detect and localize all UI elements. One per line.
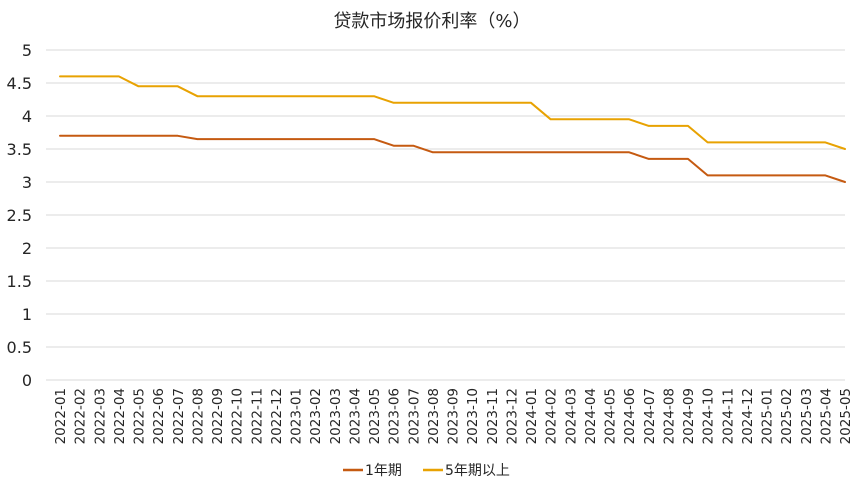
x-tick-label: 2023-03	[328, 388, 344, 444]
legend-label-1: 1年期	[365, 463, 402, 479]
x-tick-label: 2024-05	[603, 388, 619, 444]
y-tick-label: 4	[22, 107, 32, 126]
x-tick-label: 2024-03	[563, 388, 579, 444]
x-tick-label: 2024-02	[544, 388, 560, 444]
x-tick-label: 2022-10	[230, 388, 246, 444]
y-tick-label: 0.5	[7, 338, 32, 357]
x-tick-label: 2025-05	[838, 388, 854, 444]
x-tick-label: 2024-09	[681, 388, 697, 444]
x-tick-label: 2022-06	[151, 388, 167, 444]
y-tick-label: 3.5	[7, 140, 32, 159]
x-tick-label: 2024-07	[642, 388, 658, 444]
x-tick-label: 2023-02	[308, 388, 324, 444]
x-tick-label: 2022-05	[132, 388, 148, 444]
y-tick-label: 2	[22, 239, 32, 258]
x-tick-label: 2025-02	[779, 388, 795, 444]
x-tick-label: 2023-01	[289, 388, 305, 444]
x-tick-label: 2023-06	[387, 388, 403, 444]
y-tick-label: 2.5	[7, 206, 32, 225]
x-tick-label: 2022-09	[210, 388, 226, 444]
y-tick-label: 0	[22, 371, 32, 390]
x-tick-label: 2023-11	[485, 388, 501, 444]
x-tick-label: 2025-01	[760, 388, 776, 444]
x-tick-label: 2024-10	[701, 388, 717, 444]
x-tick-label: 2023-12	[504, 388, 520, 444]
x-tick-label: 2023-10	[465, 388, 481, 444]
x-tick-label: 2022-02	[73, 388, 89, 444]
x-tick-label: 2022-12	[269, 388, 285, 444]
grid-lines	[46, 49, 845, 381]
legend: 1年期 5年期以上	[343, 463, 510, 479]
x-tick-label: 2023-05	[367, 388, 383, 444]
x-tick-label: 2025-03	[799, 388, 815, 444]
x-tick-label: 2023-09	[446, 388, 462, 444]
series-line-1	[59, 134, 846, 183]
y-tick-label: 1	[22, 305, 32, 324]
y-tick-label: 1.5	[7, 272, 32, 291]
y-tick-label: 4.5	[7, 74, 32, 93]
x-tick-label: 2024-12	[740, 388, 756, 444]
y-axis-ticks: 0 0.5 1 1.5 2 2.5 3 3.5 4 4.5 5	[7, 41, 32, 390]
x-tick-label: 2022-03	[92, 388, 108, 444]
x-axis-ticks: 2022-01 2022-02 2022-03 2022-04 2022-05 2022-…	[53, 388, 854, 444]
x-tick-label: 2022-07	[171, 388, 187, 444]
x-tick-label: 2023-04	[347, 388, 363, 444]
x-tick-label: 2024-01	[524, 388, 540, 444]
x-tick-label: 2022-04	[112, 388, 128, 444]
x-tick-label: 2024-08	[661, 388, 677, 444]
y-tick-label: 3	[22, 173, 32, 192]
series-line-2	[59, 75, 846, 150]
x-tick-label: 2024-11	[720, 388, 736, 444]
x-tick-label: 2023-08	[426, 388, 442, 444]
y-tick-label: 5	[22, 41, 32, 60]
x-tick-label: 2025-04	[818, 388, 834, 444]
x-tick-label: 2024-06	[622, 388, 638, 444]
chart-title: 贷款市场报价利率（%）	[333, 11, 530, 32]
legend-label-2: 5年期以上	[445, 463, 510, 479]
x-tick-label: 2024-04	[583, 388, 599, 444]
x-tick-label: 2022-08	[190, 388, 206, 444]
series-lines	[59, 75, 846, 183]
x-tick-label: 2022-11	[249, 388, 265, 444]
x-tick-label: 2023-07	[406, 388, 422, 444]
x-tick-label: 2022-01	[53, 388, 69, 444]
